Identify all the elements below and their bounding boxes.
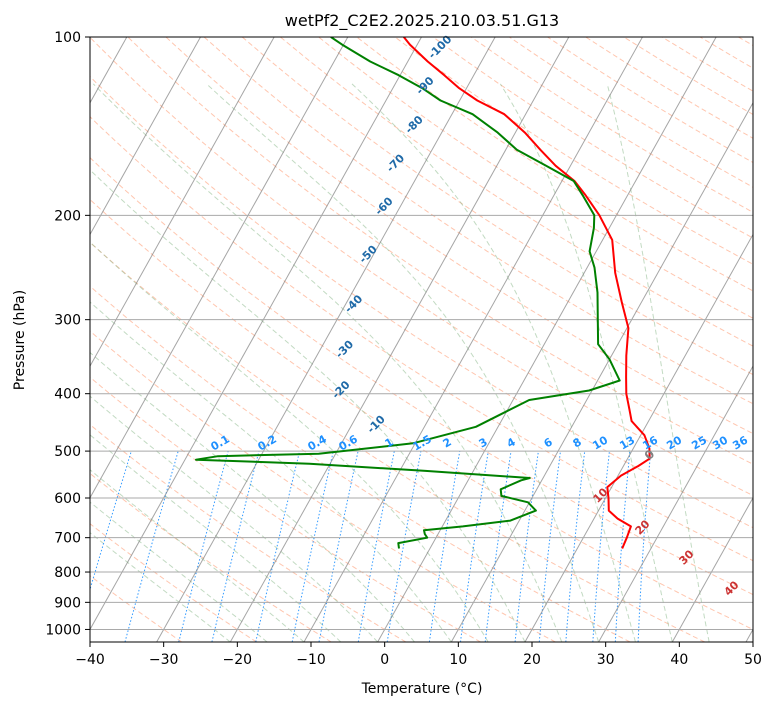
dry-adiabat — [356, 37, 753, 292]
dry-adiabat — [318, 37, 753, 319]
x-tick-label: 40 — [670, 652, 688, 668]
y-tick-label: 800 — [54, 565, 81, 581]
isotherm — [598, 365, 753, 642]
x-tick-label: 30 — [597, 652, 615, 668]
isotherm — [524, 233, 753, 642]
isotherm — [377, 37, 717, 642]
moist-adiabat — [606, 83, 710, 642]
isotherm — [156, 37, 496, 642]
dry-adiabat — [90, 241, 705, 642]
isotherm — [303, 37, 643, 642]
mixing-ratio-line — [565, 451, 586, 642]
y-axis-label: Pressure (hPa) — [12, 290, 28, 390]
y-tick-label: 100 — [54, 30, 81, 46]
moist-adiabat — [351, 83, 636, 642]
isotherm — [90, 37, 275, 368]
dry-adiabat — [90, 575, 183, 642]
dry-adiabat — [90, 285, 631, 642]
moist-adiabat — [206, 83, 600, 642]
isotherm — [450, 101, 753, 642]
moist-adiabat — [90, 532, 231, 642]
y-tick-label: 500 — [54, 444, 81, 460]
y-tick-label: 700 — [54, 531, 81, 547]
y-axis: 100 200 300 400 500 600 700 800 900 1000 — [45, 30, 90, 638]
y-tick-label: 900 — [54, 595, 81, 611]
dry-adiabat — [90, 472, 332, 642]
moist-adiabat — [90, 241, 489, 642]
dry-adiabat — [90, 523, 257, 642]
x-tick-label: 10 — [449, 652, 467, 668]
profile-lines — [195, 37, 651, 549]
y-tick-label: 400 — [54, 387, 81, 403]
moist-adiabat — [499, 83, 673, 642]
y-tick-label: 600 — [54, 491, 81, 507]
dry-adiabat — [90, 198, 753, 630]
x-axis: −40 −30 −20 −10 0 10 20 30 40 50 — [75, 642, 762, 668]
dry-adiabat — [165, 37, 753, 435]
mixing-ratio-line — [614, 451, 631, 642]
x-tick-label: −20 — [223, 652, 253, 668]
isotherm — [671, 496, 753, 642]
chart-title: wetPf2_C2E2.2025.210.03.51.G13 — [285, 11, 559, 31]
dry-adiabat — [90, 376, 481, 642]
dry-adiabat — [203, 37, 753, 405]
isotherm — [229, 37, 570, 642]
x-tick-label: 0 — [380, 652, 389, 668]
isotherm — [90, 37, 201, 236]
x-tick-label: −30 — [149, 652, 179, 668]
x-tick-label: 20 — [523, 652, 541, 668]
moist-adiabat — [90, 501, 268, 642]
temperature-line — [403, 37, 651, 549]
y-tick-label: 1000 — [45, 622, 81, 638]
moist-adiabat — [90, 434, 342, 642]
moist-adiabat — [90, 469, 305, 642]
isotherm — [90, 37, 349, 499]
moist-adiabat — [92, 83, 563, 642]
x-tick-label: −10 — [296, 652, 326, 668]
dewpoint-line — [195, 37, 621, 549]
x-axis-label: Temperature (°C) — [361, 681, 483, 697]
mixing-ratio-line — [318, 450, 359, 642]
mixing-ratio-line — [178, 450, 229, 642]
mixing-ratio-line — [538, 451, 561, 642]
moist-adiabat — [90, 351, 415, 642]
moist-adiabat — [90, 169, 526, 642]
y-tick-label: 200 — [54, 208, 81, 224]
mixing-ratio-line — [90, 450, 132, 592]
y-tick-label: 300 — [54, 313, 81, 329]
dry-adiabat — [90, 75, 753, 529]
plot-frame — [89, 36, 754, 643]
x-tick-label: −40 — [75, 652, 105, 668]
mixing-ratio-line — [291, 450, 334, 642]
mixing-ratio-line — [255, 450, 301, 642]
background-lines — [90, 37, 753, 642]
x-tick-label: 50 — [744, 652, 762, 668]
moist-adiabat — [90, 395, 378, 642]
mixing-ratio-line — [211, 450, 260, 642]
isotherm — [90, 37, 422, 631]
mixing-ratio-line — [124, 450, 179, 642]
moist-adiabat — [90, 301, 452, 642]
mixing-ratio-line — [592, 451, 610, 642]
